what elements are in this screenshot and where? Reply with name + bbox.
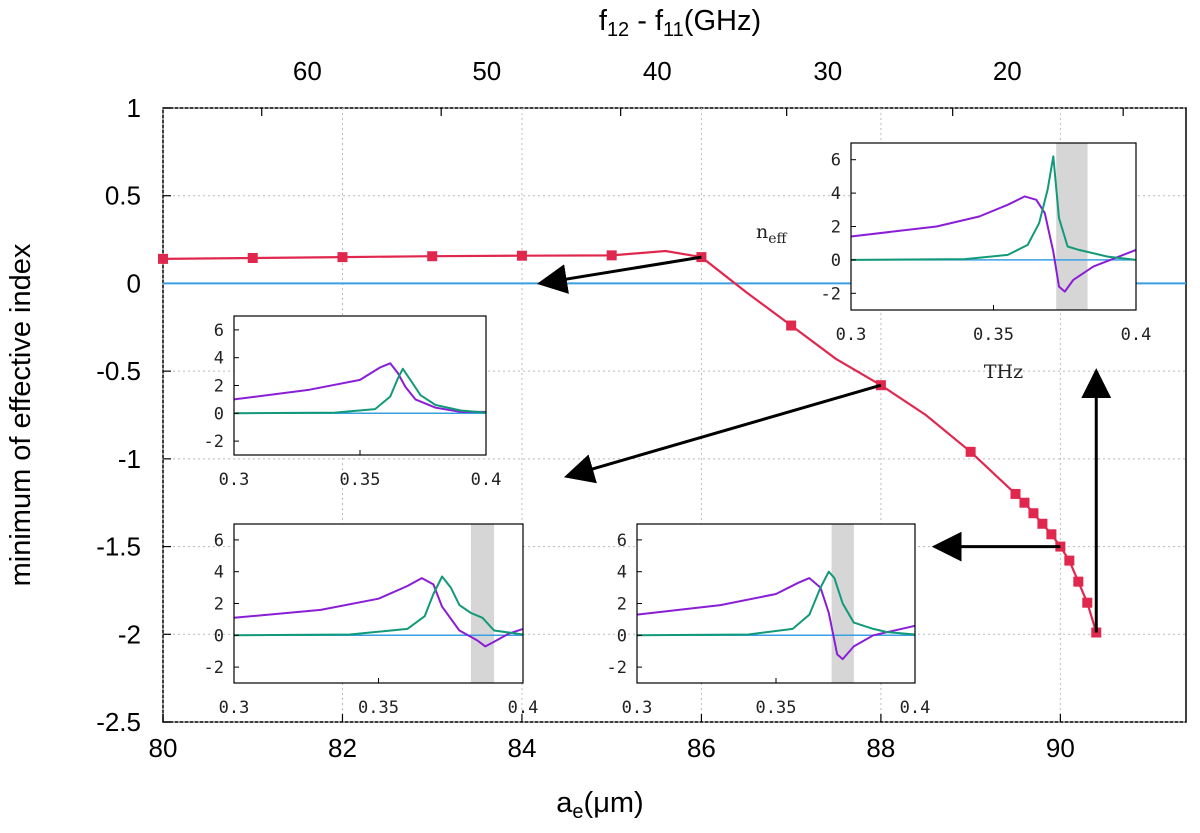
y-tick-label: 1: [127, 93, 141, 123]
inset-y-label: neff: [756, 221, 788, 247]
inset-y-tick-label: 4: [831, 184, 841, 204]
inset-green-curve: [233, 575, 524, 637]
inset-purple-curve: [850, 195, 1137, 293]
inset-x-tick-label: 0.4: [1121, 325, 1152, 345]
inset-y-tick-label: 4: [214, 563, 224, 583]
data-point: [1010, 488, 1021, 499]
inset-x-tick-label: 0.35: [340, 470, 381, 490]
inset-purple-curve: [233, 577, 524, 648]
data-point: [1073, 576, 1084, 587]
inset-y-tick-label: 0: [214, 626, 224, 646]
inset-y-tick-label: 2: [214, 595, 224, 615]
inset-y-tick-label: 6: [617, 531, 627, 551]
x-tick-label: 84: [507, 733, 536, 763]
inset-y-tick-label: 4: [617, 563, 627, 583]
data-point: [337, 252, 348, 263]
inset-shaded-band: [470, 524, 495, 683]
top-tick-label: 20: [993, 56, 1022, 86]
data-point: [1019, 497, 1030, 508]
y-tick-label: -1.5: [96, 532, 141, 562]
data-point: [606, 250, 617, 261]
y-axis-label: minimum of effective index: [5, 243, 37, 586]
y-tick-label: -2.5: [96, 707, 141, 737]
data-point: [1028, 508, 1039, 519]
data-point: [1046, 529, 1057, 540]
x-tick-label: 86: [687, 733, 716, 763]
inset-x-tick-label: 0.35: [973, 325, 1014, 345]
y-tick-label: -0.5: [96, 356, 141, 386]
inset-y-tick-label: -2: [821, 284, 841, 304]
top-tick-label: 50: [472, 56, 501, 86]
y-tick-label: -2: [118, 619, 141, 649]
x-tick-label: 90: [1046, 733, 1075, 763]
inset-green-curve: [636, 570, 916, 637]
arrows: [536, 255, 1112, 633]
inset-x-tick-label: 0.4: [900, 698, 931, 718]
data-point: [965, 446, 976, 457]
inset-x-label: THz: [984, 361, 1023, 383]
inset-green-curve: [233, 367, 487, 415]
y-tick-label: -1: [118, 444, 141, 474]
inset-y-tick-label: 0: [214, 404, 224, 424]
inset-y-tick-label: 2: [831, 218, 841, 238]
inset-y-tick-label: 0: [617, 626, 627, 646]
x-tick-label: 88: [866, 733, 895, 763]
inset-y-tick-label: 4: [214, 349, 224, 369]
inset-x-tick-label: 0.3: [836, 325, 867, 345]
data-point: [1082, 597, 1093, 608]
inset-y-tick-label: 6: [831, 151, 841, 171]
inset-x-tick-label: 0.4: [508, 698, 539, 718]
inset-y-tick-label: 2: [617, 595, 627, 615]
inset-x-tick-label: 0.35: [358, 698, 399, 718]
inset-background: [234, 316, 486, 455]
data-point: [1064, 555, 1075, 566]
inset-x-tick-label: 0.4: [471, 470, 502, 490]
data-point: [158, 253, 168, 264]
x-axis-label: ae(μm): [556, 787, 643, 823]
arrow: [563, 383, 882, 484]
inset-x-tick-label: 0.3: [622, 698, 653, 718]
y-tick-label: 0.5: [105, 181, 141, 211]
inset-purple-curve: [233, 362, 486, 413]
inset-bottom-right: 6 4 2 0 -2 0.3 0.35 0.4: [607, 523, 931, 718]
inset-y-tick-label: -2: [607, 658, 627, 678]
inset-green-curve: [850, 155, 1137, 261]
data-point: [247, 252, 258, 263]
x-tick-label: 82: [328, 733, 357, 763]
inset-bottom-left: 6 4 2 0 -2 0.3 0.35 0.4: [204, 523, 539, 718]
inset-y-tick-label: 6: [214, 531, 224, 551]
top-tick-label: 40: [643, 56, 672, 86]
inset-y-tick-label: 2: [214, 377, 224, 397]
inset-y-tick-label: 0: [831, 251, 841, 271]
top-x-axis-label: f12 - f11(GHz): [599, 5, 761, 41]
inset-y-tick-label: -2: [204, 432, 224, 452]
data-point: [786, 320, 797, 331]
data-point: [516, 250, 527, 261]
data-point: [1037, 518, 1048, 529]
inset-x-tick-label: 0.3: [219, 470, 250, 490]
inset-x-tick-label: 0.35: [756, 698, 797, 718]
inset-x-tick-label: 0.3: [219, 698, 250, 718]
inset-y-tick-label: -2: [204, 658, 224, 678]
arrow: [536, 255, 702, 294]
top-tick-label: 30: [813, 56, 842, 86]
y-tick-label: 0: [127, 268, 141, 298]
inset-background: [637, 524, 915, 683]
inset-purple-curve: [636, 577, 916, 661]
inset-middle-left: 6 4 2 0 -2 0.3 0.35 0.4: [204, 315, 502, 490]
x-tick-label: 80: [149, 733, 178, 763]
data-point: [427, 251, 438, 262]
inset-background: [851, 143, 1136, 310]
inset-y-tick-label: 6: [214, 321, 224, 341]
top-tick-label: 60: [293, 56, 322, 86]
inset-top-right: 6 4 2 0 -2 0.3 0.35 0.4 neff THz: [756, 142, 1152, 383]
